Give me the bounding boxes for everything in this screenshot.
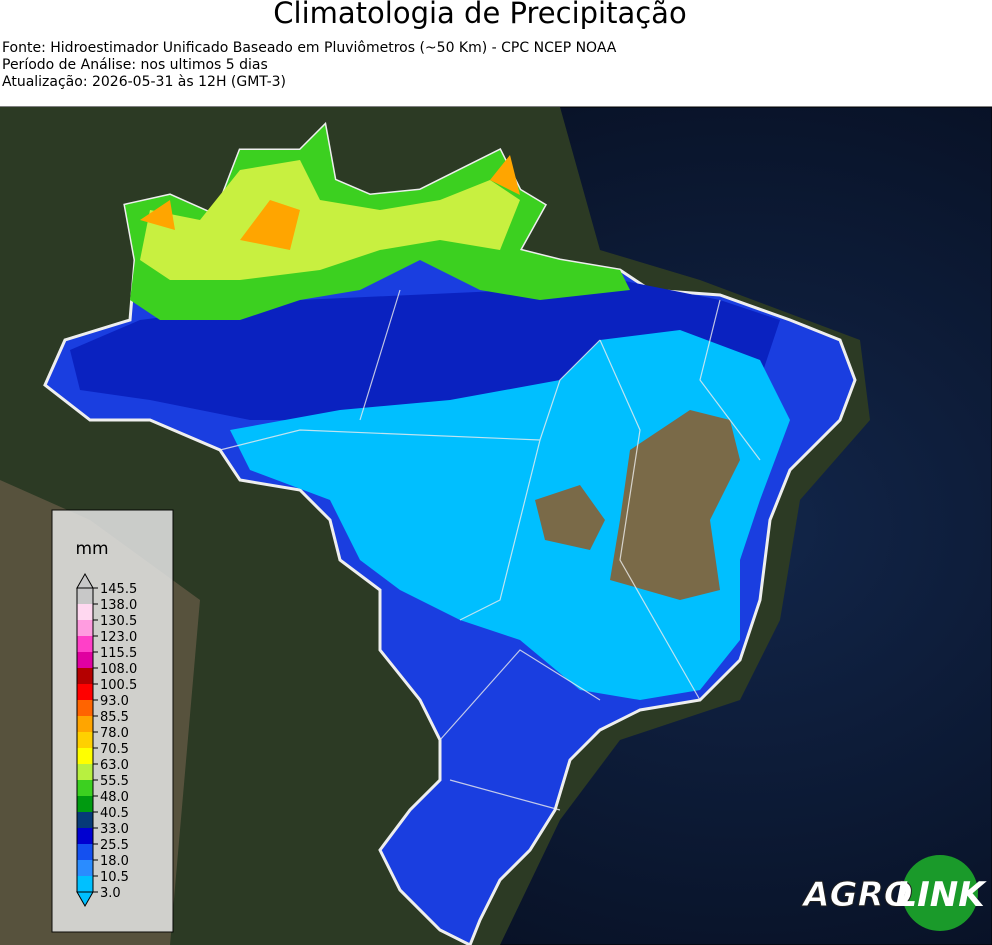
colorbar-segment	[77, 780, 93, 796]
colorbar-tick-label: 108.0	[100, 662, 137, 677]
legend-unit: mm	[75, 539, 108, 559]
colorbar-tick-label: 55.5	[100, 774, 129, 789]
colorbar-tick-label: 18.0	[100, 854, 129, 869]
period-line: Período de Análise: nos ultimos 5 dias	[2, 57, 268, 73]
colorbar-segment	[77, 844, 93, 860]
colorbar-segment	[77, 796, 93, 812]
header: Climatologia de Precipitação Fonte: Hidr…	[0, 0, 992, 106]
colorbar-tick-label: 115.5	[100, 646, 137, 661]
colorbar-segment	[77, 620, 93, 636]
colorbar-tick-label: 85.5	[100, 710, 129, 725]
colorbar-tick-label: 78.0	[100, 726, 129, 741]
logo-left: AGRO	[800, 875, 912, 915]
colorbar-tick-label: 33.0	[100, 822, 129, 837]
colorbar-segment	[77, 748, 93, 764]
update-line: Atualização: 2026-05-31 às 12H (GMT-3)	[2, 74, 286, 90]
logo-circle	[902, 855, 978, 931]
logo: AGRO LINK	[800, 855, 987, 931]
colorbar-frame	[76, 587, 94, 893]
colorbar-segment	[77, 828, 93, 844]
legend: mm 3.010.518.025.533.040.548.055.563.070…	[51, 509, 174, 933]
title: Climatologia de Precipitação	[273, 0, 687, 30]
band-yellow-green	[140, 160, 520, 280]
state-borders	[219, 289, 761, 811]
colorbar-segment	[77, 636, 93, 652]
colorbar-segment	[77, 716, 93, 732]
colorbar-segment	[77, 652, 93, 668]
colorbar-tick-label: 100.5	[100, 678, 137, 693]
colorbar-tick-label: 3.0	[100, 886, 121, 901]
legend-box	[51, 509, 174, 933]
region-light-blue	[230, 330, 790, 700]
colorbar-segment	[77, 876, 93, 892]
colorbar-tick-label: 10.5	[100, 870, 129, 885]
colorbar-tick-label: 48.0	[100, 790, 129, 805]
colorbar-segment	[77, 732, 93, 748]
colorbar-tick-label: 70.5	[100, 742, 129, 757]
colorbar-tick-label: 138.0	[100, 598, 137, 613]
colorbar-segment	[77, 604, 93, 620]
colorbar-segment	[77, 764, 93, 780]
colorbar-segment	[77, 860, 93, 876]
logo-right: LINK	[895, 875, 987, 915]
colorbar-segment	[77, 588, 93, 604]
colorbar-segment	[77, 812, 93, 828]
colorbar-tick-label: 40.5	[100, 806, 129, 821]
colorbar-segment	[77, 684, 93, 700]
colorbar-tick-label: 63.0	[100, 758, 129, 773]
source-line: Fonte: Hidroestimador Unificado Baseado …	[2, 40, 617, 56]
colorbar-tick-label: 25.5	[100, 838, 129, 853]
colorbar-segment	[77, 700, 93, 716]
colorbar-tick-label: 145.5	[100, 582, 137, 597]
colorbar-segment	[77, 668, 93, 684]
colorbar-tick-label: 123.0	[100, 630, 137, 645]
colorbar-tick-label: 130.5	[100, 614, 137, 629]
patches-dry	[535, 410, 740, 600]
colorbar-tick-label: 93.0	[100, 694, 129, 709]
